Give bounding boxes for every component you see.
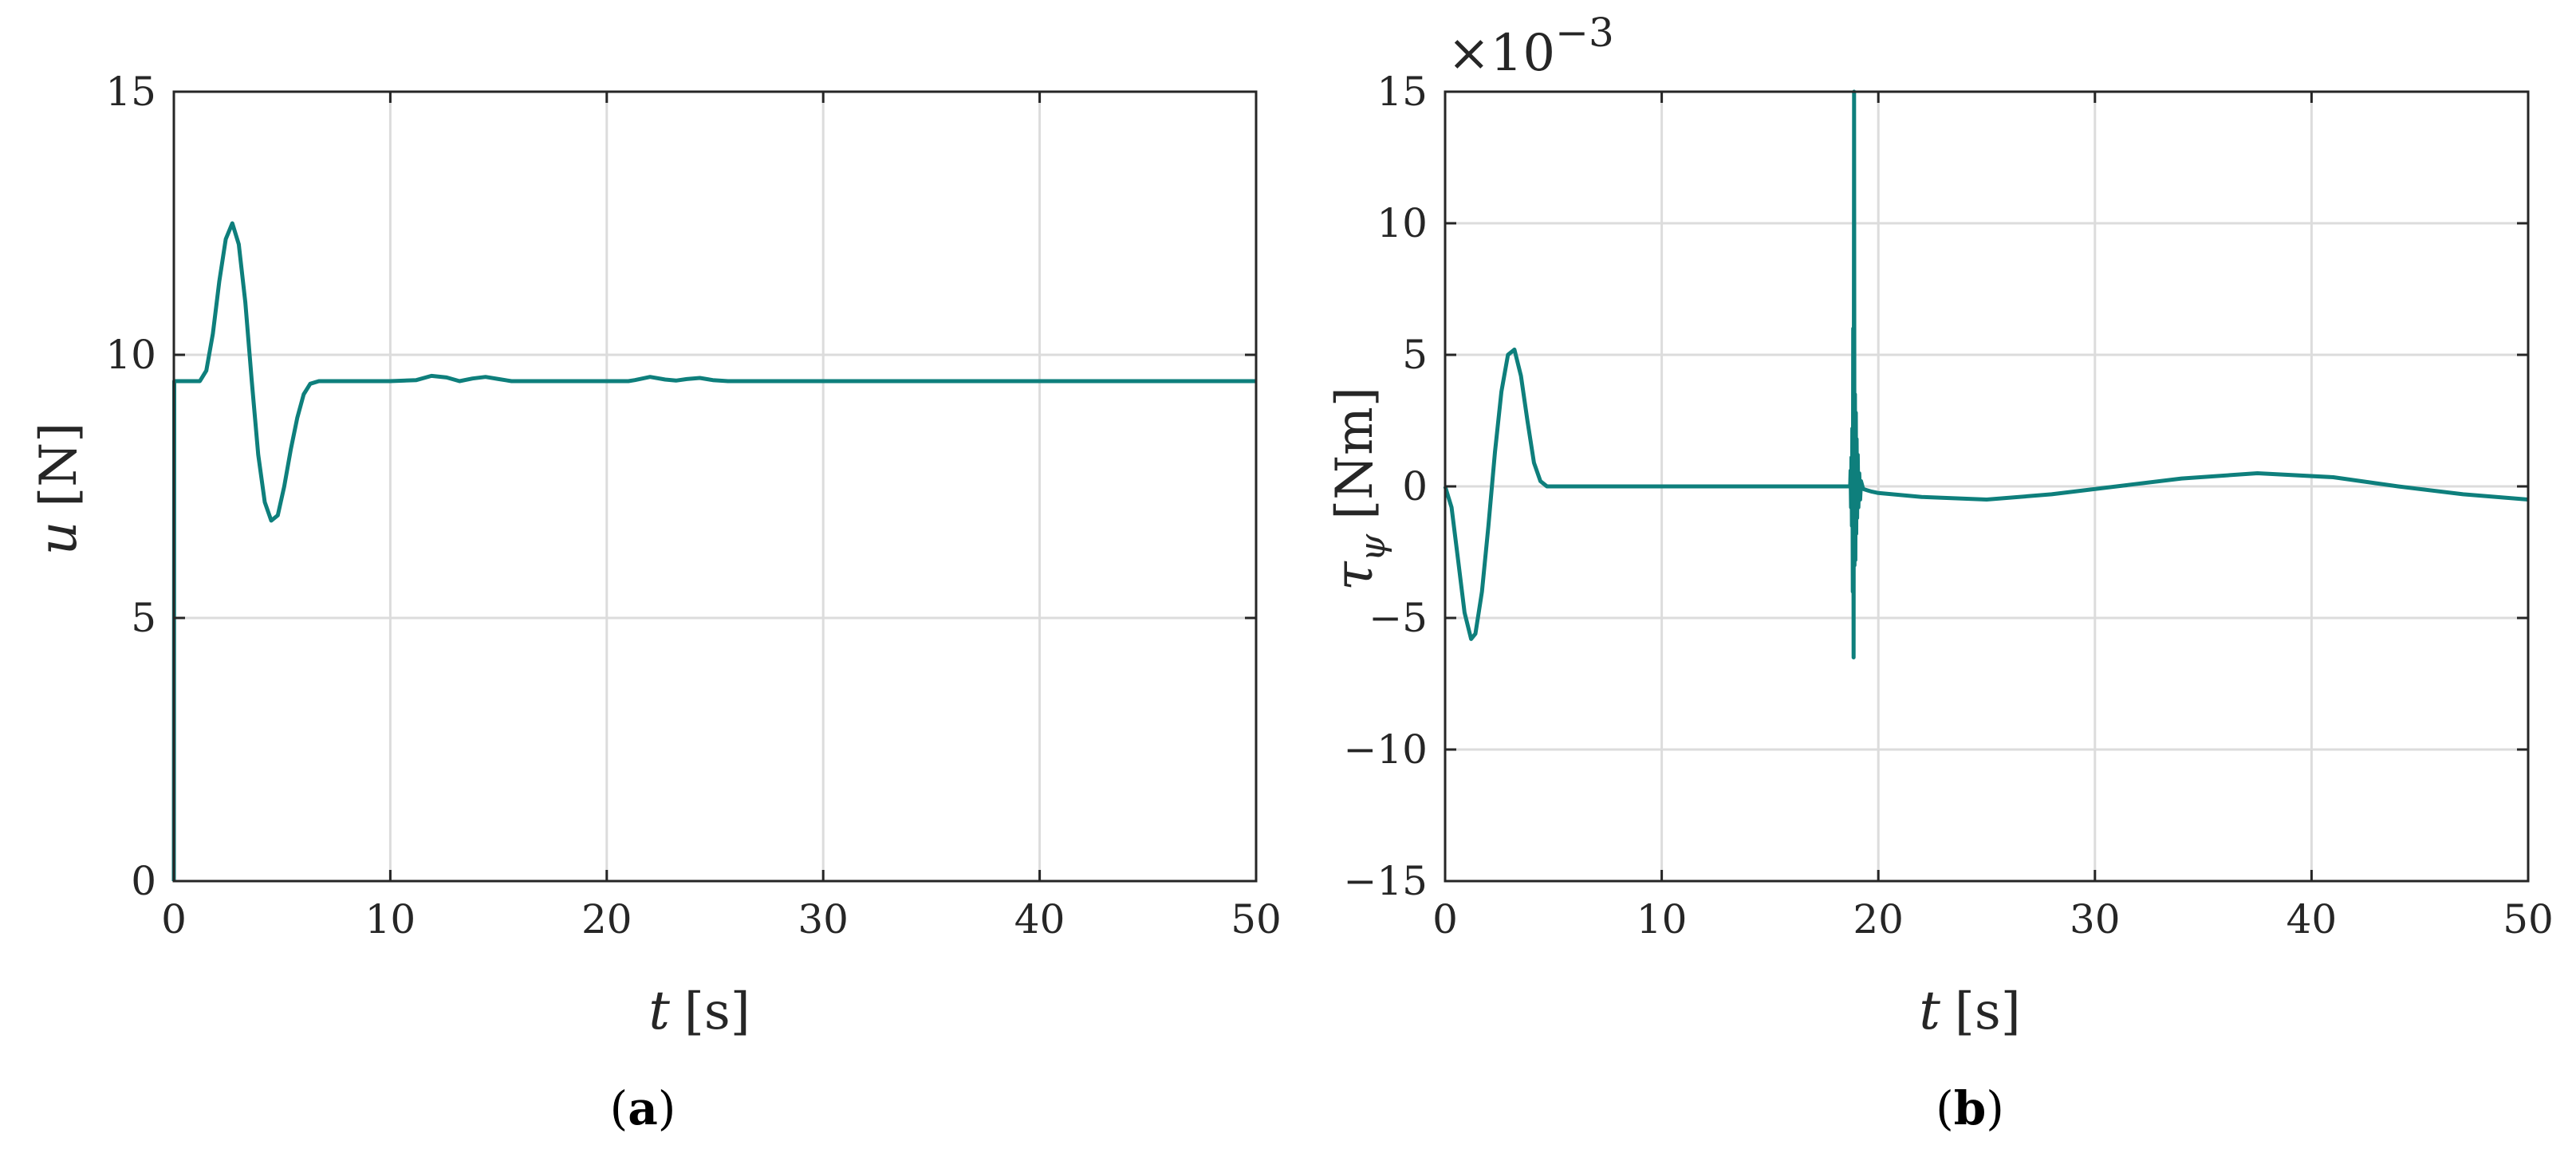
y-axis-label: τψ [Nm]	[1323, 387, 1393, 591]
x-tick-label: 20	[1853, 896, 1904, 942]
x-tick-label: 10	[365, 896, 416, 942]
x-tick-label: 50	[1231, 896, 1282, 942]
y-multiplier: ×10−3	[1448, 10, 1614, 83]
y-tick-labels: 0 5 10 15	[105, 69, 156, 904]
y-tick-label: 15	[105, 69, 156, 115]
x-tick-label: 0	[1432, 896, 1458, 942]
x-axis-label: t [s]	[648, 980, 750, 1041]
y-tick-label: 10	[105, 332, 156, 378]
plot-frame	[172, 90, 1258, 883]
y-tick-label: −5	[1369, 595, 1428, 641]
y-tick-label: 5	[1402, 332, 1428, 378]
tick-marks	[1444, 90, 2530, 883]
x-axis-label: t [s]	[1919, 980, 2020, 1041]
x-tick-label: 50	[2503, 896, 2554, 942]
y-tick-label: 5	[131, 595, 156, 641]
y-tick-label: 10	[1377, 200, 1428, 246]
x-tick-label: 30	[2070, 896, 2121, 942]
x-tick-label: 20	[581, 896, 632, 942]
tick-marks	[172, 90, 1258, 883]
x-tick-label: 40	[1014, 896, 1065, 942]
series-line-u	[171, 221, 1256, 882]
panel-a-chart: 0 10 20 30 40 50 0 5 10 15 t [s] u [N] (a)	[27, 69, 1282, 1135]
series-line-tau-psi	[1443, 89, 2529, 659]
y-tick-label: 0	[131, 858, 156, 904]
grid-lines	[174, 92, 1256, 881]
x-tick-label: 30	[798, 896, 849, 942]
y-tick-label: 15	[1377, 69, 1428, 115]
panel-b-chart: 0 10 20 30 40 50 −15 −10 −5 0 5 10 15 ×10−3 t [s] τ…	[1323, 10, 2554, 1135]
y-tick-label: 0	[1402, 463, 1428, 510]
x-tick-label: 40	[2286, 896, 2338, 942]
y-tick-label: −15	[1343, 858, 1428, 904]
y-tick-label: −10	[1343, 726, 1428, 773]
x-tick-label: 10	[1637, 896, 1688, 942]
y-axis-label: u [N]	[27, 423, 89, 555]
x-tick-labels: 0 10 20 30 40 50	[1432, 896, 2554, 942]
panel-label-a: (a)	[610, 1081, 676, 1135]
x-tick-label: 0	[161, 896, 187, 942]
x-tick-labels: 0 10 20 30 40 50	[161, 896, 1282, 942]
y-tick-labels: −15 −10 −5 0 5 10 15	[1343, 69, 1428, 904]
panel-label-b: (b)	[1936, 1081, 2004, 1135]
